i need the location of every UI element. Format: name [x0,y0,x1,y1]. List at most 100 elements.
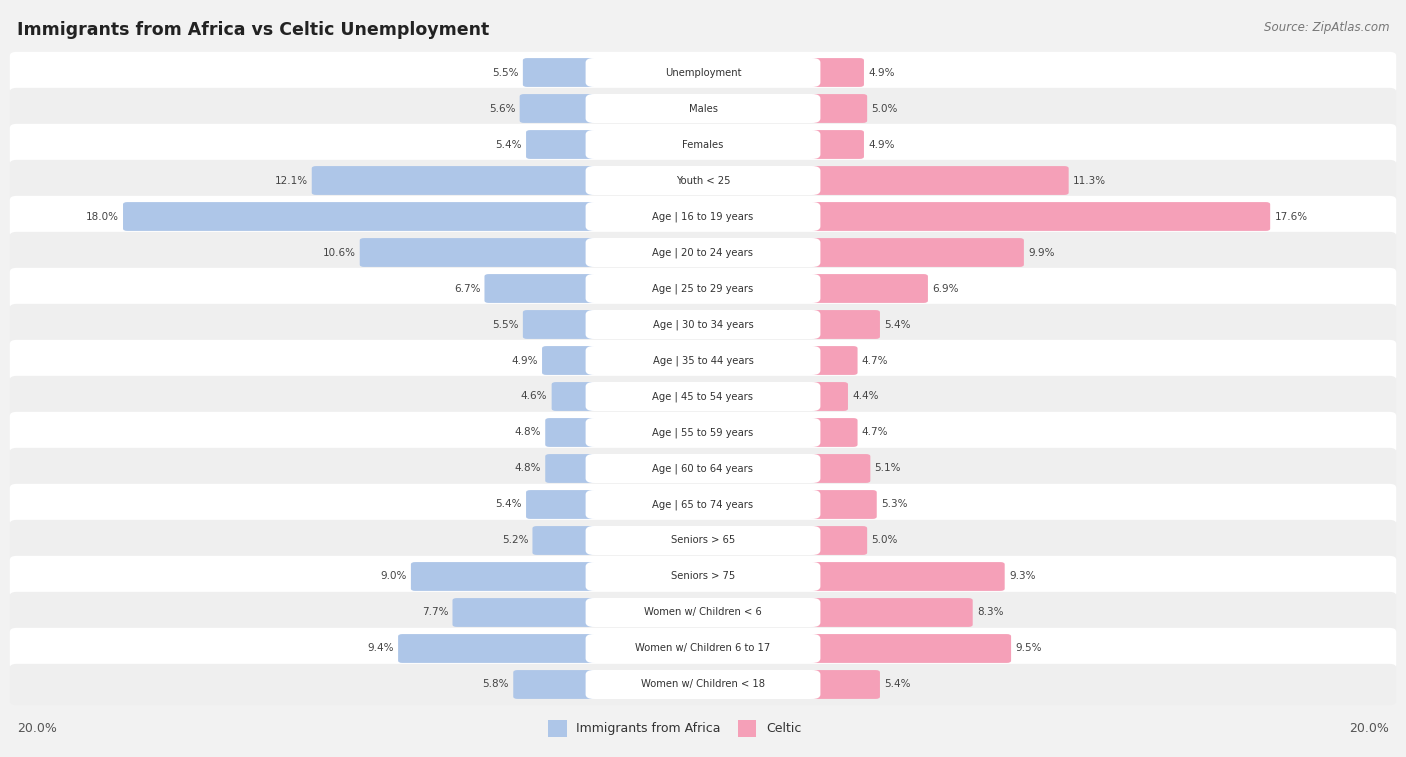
FancyBboxPatch shape [699,598,973,627]
FancyBboxPatch shape [548,720,567,737]
FancyBboxPatch shape [10,412,1396,453]
Text: Age | 30 to 34 years: Age | 30 to 34 years [652,319,754,330]
FancyBboxPatch shape [10,520,1396,561]
Text: 7.7%: 7.7% [422,608,449,618]
Text: Age | 20 to 24 years: Age | 20 to 24 years [652,248,754,257]
Text: Age | 25 to 29 years: Age | 25 to 29 years [652,283,754,294]
FancyBboxPatch shape [10,592,1396,633]
FancyBboxPatch shape [699,382,848,411]
FancyBboxPatch shape [585,670,821,699]
Text: 9.5%: 9.5% [1015,643,1042,653]
Text: 5.2%: 5.2% [502,535,529,546]
FancyBboxPatch shape [699,130,863,159]
Text: 5.1%: 5.1% [875,463,901,473]
FancyBboxPatch shape [585,130,821,159]
Text: Age | 65 to 74 years: Age | 65 to 74 years [652,500,754,509]
Text: 20.0%: 20.0% [1350,721,1389,735]
FancyBboxPatch shape [738,720,756,737]
Text: 9.0%: 9.0% [380,572,406,581]
Text: Age | 55 to 59 years: Age | 55 to 59 years [652,427,754,438]
FancyBboxPatch shape [699,238,1024,267]
FancyBboxPatch shape [485,274,707,303]
Text: 4.7%: 4.7% [862,428,889,438]
FancyBboxPatch shape [585,310,821,339]
FancyBboxPatch shape [585,526,821,555]
FancyBboxPatch shape [10,160,1396,201]
FancyBboxPatch shape [546,418,707,447]
FancyBboxPatch shape [10,556,1396,597]
FancyBboxPatch shape [585,166,821,195]
Text: 17.6%: 17.6% [1274,211,1308,222]
Text: Youth < 25: Youth < 25 [676,176,730,185]
Text: Seniors > 75: Seniors > 75 [671,572,735,581]
FancyBboxPatch shape [453,598,707,627]
Text: Women w/ Children < 6: Women w/ Children < 6 [644,608,762,618]
Text: Seniors > 65: Seniors > 65 [671,535,735,546]
FancyBboxPatch shape [10,268,1396,309]
Text: Males: Males [689,104,717,114]
Text: 12.1%: 12.1% [274,176,308,185]
Text: 8.3%: 8.3% [977,608,1004,618]
Text: Females: Females [682,139,724,149]
Text: 9.4%: 9.4% [367,643,394,653]
Text: 5.4%: 5.4% [495,139,522,149]
Text: 5.0%: 5.0% [872,535,898,546]
FancyBboxPatch shape [699,490,877,519]
FancyBboxPatch shape [10,628,1396,669]
FancyBboxPatch shape [411,562,707,591]
Text: Age | 60 to 64 years: Age | 60 to 64 years [652,463,754,474]
Text: Women w/ Children 6 to 17: Women w/ Children 6 to 17 [636,643,770,653]
Text: Women w/ Children < 18: Women w/ Children < 18 [641,680,765,690]
Text: 9.3%: 9.3% [1010,572,1035,581]
Text: 5.4%: 5.4% [884,319,911,329]
FancyBboxPatch shape [543,346,707,375]
FancyBboxPatch shape [312,166,707,195]
FancyBboxPatch shape [523,310,707,339]
Text: Age | 35 to 44 years: Age | 35 to 44 years [652,355,754,366]
Text: Source: ZipAtlas.com: Source: ZipAtlas.com [1264,21,1389,34]
FancyBboxPatch shape [10,196,1396,237]
Text: 5.5%: 5.5% [492,67,519,77]
FancyBboxPatch shape [526,130,707,159]
FancyBboxPatch shape [699,418,858,447]
Text: 5.6%: 5.6% [489,104,516,114]
Text: 4.8%: 4.8% [515,428,541,438]
FancyBboxPatch shape [699,94,868,123]
Text: Age | 45 to 54 years: Age | 45 to 54 years [652,391,754,402]
Text: 5.0%: 5.0% [872,104,898,114]
FancyBboxPatch shape [10,448,1396,489]
FancyBboxPatch shape [699,670,880,699]
Text: Immigrants from Africa: Immigrants from Africa [576,721,721,735]
FancyBboxPatch shape [585,346,821,375]
FancyBboxPatch shape [533,526,707,555]
Text: 18.0%: 18.0% [86,211,118,222]
Text: Age | 16 to 19 years: Age | 16 to 19 years [652,211,754,222]
FancyBboxPatch shape [10,484,1396,525]
Text: Immigrants from Africa vs Celtic Unemployment: Immigrants from Africa vs Celtic Unemplo… [17,21,489,39]
FancyBboxPatch shape [585,562,821,591]
FancyBboxPatch shape [10,232,1396,273]
Text: 4.4%: 4.4% [852,391,879,401]
Text: 4.9%: 4.9% [868,67,894,77]
Text: 10.6%: 10.6% [322,248,356,257]
FancyBboxPatch shape [699,634,1011,663]
FancyBboxPatch shape [520,94,707,123]
FancyBboxPatch shape [10,340,1396,382]
FancyBboxPatch shape [10,88,1396,129]
FancyBboxPatch shape [699,166,1069,195]
FancyBboxPatch shape [699,454,870,483]
FancyBboxPatch shape [585,454,821,483]
FancyBboxPatch shape [585,274,821,303]
Text: 11.3%: 11.3% [1073,176,1107,185]
FancyBboxPatch shape [699,562,1005,591]
FancyBboxPatch shape [523,58,707,87]
FancyBboxPatch shape [699,58,863,87]
Text: Unemployment: Unemployment [665,67,741,77]
FancyBboxPatch shape [585,634,821,663]
FancyBboxPatch shape [585,382,821,411]
FancyBboxPatch shape [546,454,707,483]
Text: 4.6%: 4.6% [522,391,547,401]
Text: 5.5%: 5.5% [492,319,519,329]
Text: 6.9%: 6.9% [932,284,959,294]
FancyBboxPatch shape [585,418,821,447]
